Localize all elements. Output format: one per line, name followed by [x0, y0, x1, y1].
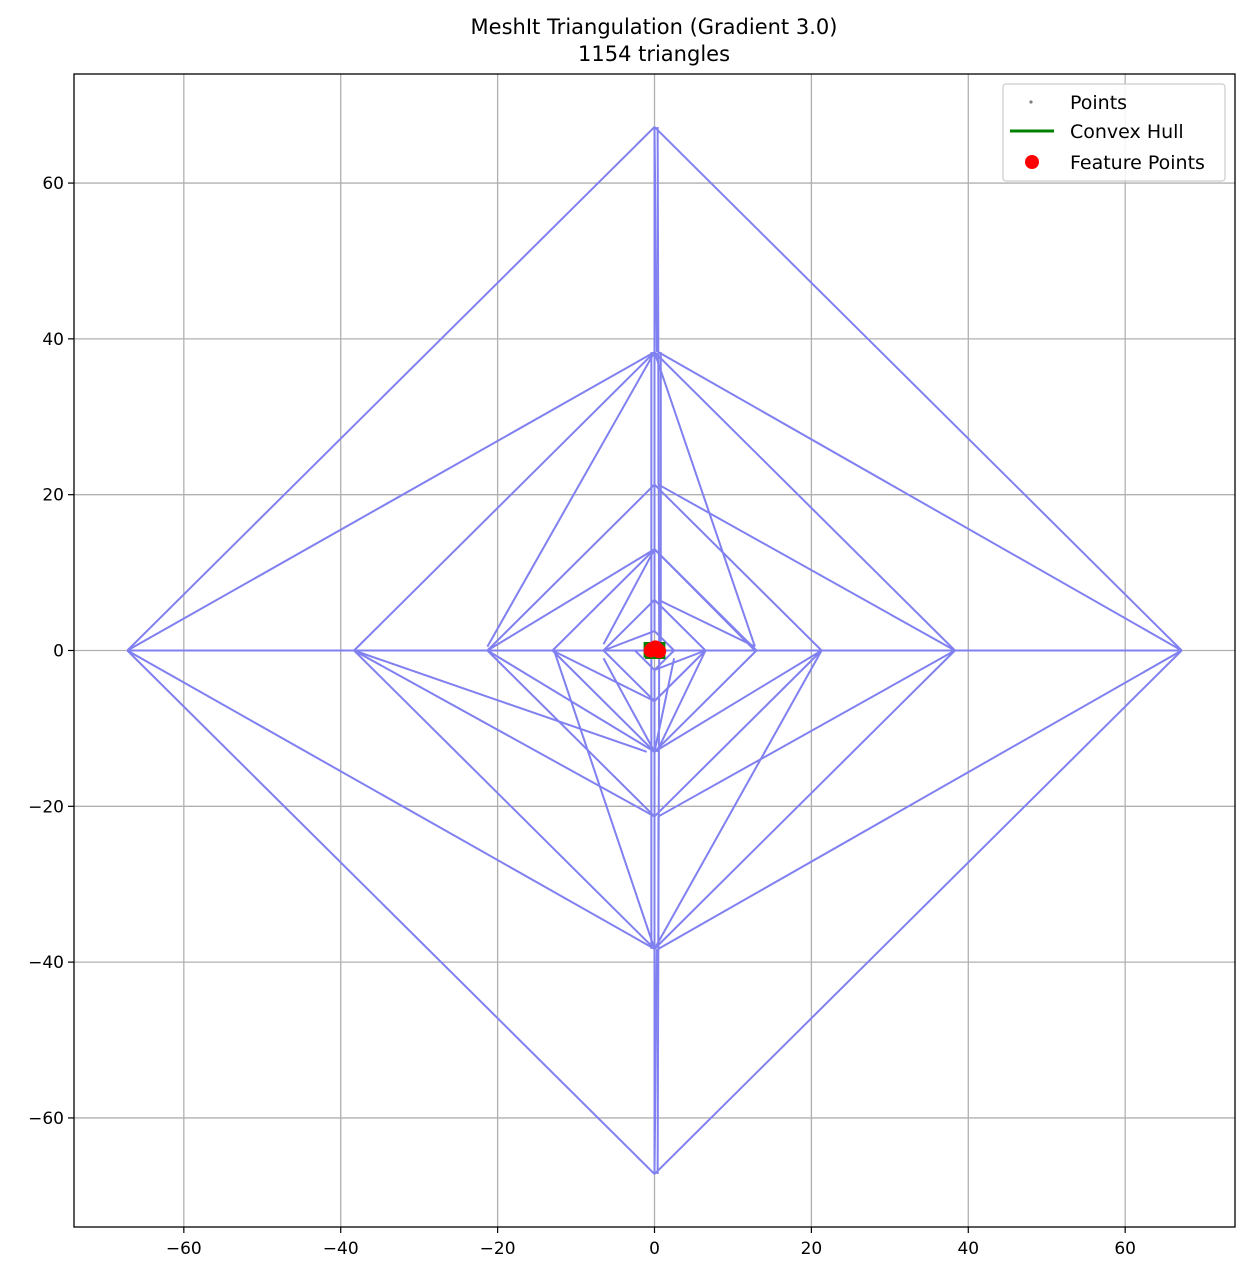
mesh-edge — [654, 649, 706, 671]
mesh-edge — [657, 483, 956, 652]
mesh-edge — [551, 649, 656, 753]
mesh-edge — [653, 649, 823, 818]
legend-box — [1002, 83, 1226, 182]
mesh-edge — [552, 649, 655, 703]
mesh-edge — [653, 649, 956, 950]
mesh-edge — [126, 649, 656, 1175]
mesh-edge — [653, 599, 707, 652]
x-tick-label: −20 — [480, 1239, 516, 1259]
mesh-edge — [353, 649, 655, 818]
mesh-edge — [653, 649, 1183, 1175]
mesh-edge — [126, 351, 655, 652]
mesh-edge — [553, 650, 656, 950]
mesh-edge — [653, 126, 1183, 652]
mesh-edge — [551, 548, 656, 652]
feature-points-layer — [643, 640, 667, 659]
mesh-edge — [653, 630, 675, 652]
mesh-edge — [653, 649, 675, 671]
mesh-edge — [657, 649, 1183, 950]
x-tick-label: 0 — [649, 1239, 660, 1259]
mesh-edge — [657, 598, 756, 648]
mesh-edge — [486, 483, 656, 652]
mesh-edge — [353, 649, 656, 950]
mesh-edge — [353, 649, 647, 753]
mesh-edge — [653, 649, 707, 702]
y-tick-label: 20 — [42, 486, 64, 506]
x-tick-label: 60 — [1114, 1239, 1136, 1259]
mesh-edge — [653, 483, 823, 652]
mesh-edge — [653, 650, 823, 950]
legend-label-points: Points — [1070, 92, 1127, 114]
mesh-edge — [653, 548, 758, 652]
mesh-edge — [126, 649, 655, 950]
mesh-edge — [486, 649, 656, 818]
mesh-edge — [486, 548, 656, 652]
mesh-edge — [655, 650, 707, 753]
mesh-edge — [602, 657, 656, 753]
y-tick-label: −60 — [28, 1109, 64, 1129]
x-tick-label: 20 — [801, 1239, 823, 1259]
chart-title: MeshIt Triangulation (Gradient 3.0) — [471, 15, 838, 39]
y-tick-label: 60 — [42, 174, 64, 194]
chart-subtitle: 1154 triangles — [578, 42, 730, 66]
mesh-edge — [126, 126, 656, 652]
x-tick-label: −60 — [166, 1239, 202, 1259]
mesh-edge — [653, 351, 956, 652]
mesh-edge — [602, 649, 656, 702]
y-tick-label: −20 — [28, 797, 64, 817]
mesh-edge — [653, 649, 823, 753]
mesh-edge — [653, 351, 756, 647]
mesh-edge — [653, 649, 758, 753]
legend-points-marker — [1029, 100, 1033, 104]
x-tick-label: 40 — [957, 1239, 979, 1259]
legend: Points Convex Hull Feature Points — [1002, 83, 1226, 182]
mesh-edge — [602, 548, 656, 645]
y-tick-label: 0 — [53, 642, 64, 662]
legend-label-convex-hull: Convex Hull — [1070, 121, 1184, 143]
legend-label-feature-points: Feature Points — [1070, 152, 1205, 174]
mesh-edge — [657, 351, 1183, 652]
y-tick-label: 40 — [42, 330, 64, 350]
mesh-edge — [486, 649, 656, 753]
feature-point — [648, 640, 663, 655]
x-tick-label: −40 — [323, 1239, 359, 1259]
mesh-edge — [602, 599, 656, 652]
axis-ticks: −60 −40 −20 0 20 40 60 −60 −40 −20 0 20 40 60 — [28, 174, 1136, 1259]
mesh-edge — [486, 351, 656, 648]
mesh-edge — [657, 649, 956, 818]
legend-feature-marker — [1025, 155, 1039, 169]
mesh-edge — [656, 126, 661, 651]
mesh-edge — [353, 351, 656, 652]
mesh-edge — [603, 630, 655, 652]
y-tick-label: −40 — [28, 953, 64, 973]
mesh-edge — [653, 658, 676, 752]
mesh-edge — [656, 650, 661, 1175]
